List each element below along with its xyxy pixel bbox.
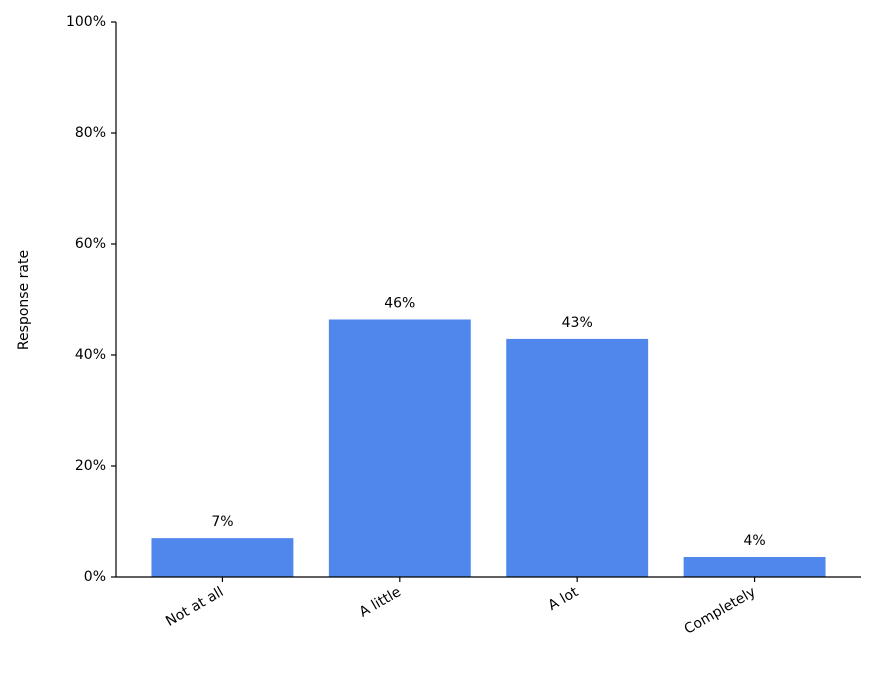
y-tick-label: 20% [75, 458, 106, 474]
y-tick-label: 60% [75, 236, 106, 252]
bar [683, 557, 826, 577]
bar [328, 319, 471, 577]
value-label: 46% [384, 295, 415, 311]
value-label: 7% [211, 514, 233, 530]
y-tick-label: 80% [75, 125, 106, 141]
bar [151, 538, 294, 577]
y-tick-label: 0% [84, 569, 106, 585]
x-tick-label: A lot [545, 584, 581, 614]
value-label: 4% [743, 533, 765, 549]
value-label: 43% [562, 315, 593, 331]
x-tick-label: A little [357, 584, 404, 621]
x-tick-label: Not at all [163, 584, 226, 630]
y-axis-label: Response rate [16, 250, 32, 350]
x-tick-label: Completely [682, 584, 759, 638]
bar [506, 338, 649, 577]
y-tick-label: 100% [66, 14, 106, 30]
y-tick-label: 40% [75, 347, 106, 363]
